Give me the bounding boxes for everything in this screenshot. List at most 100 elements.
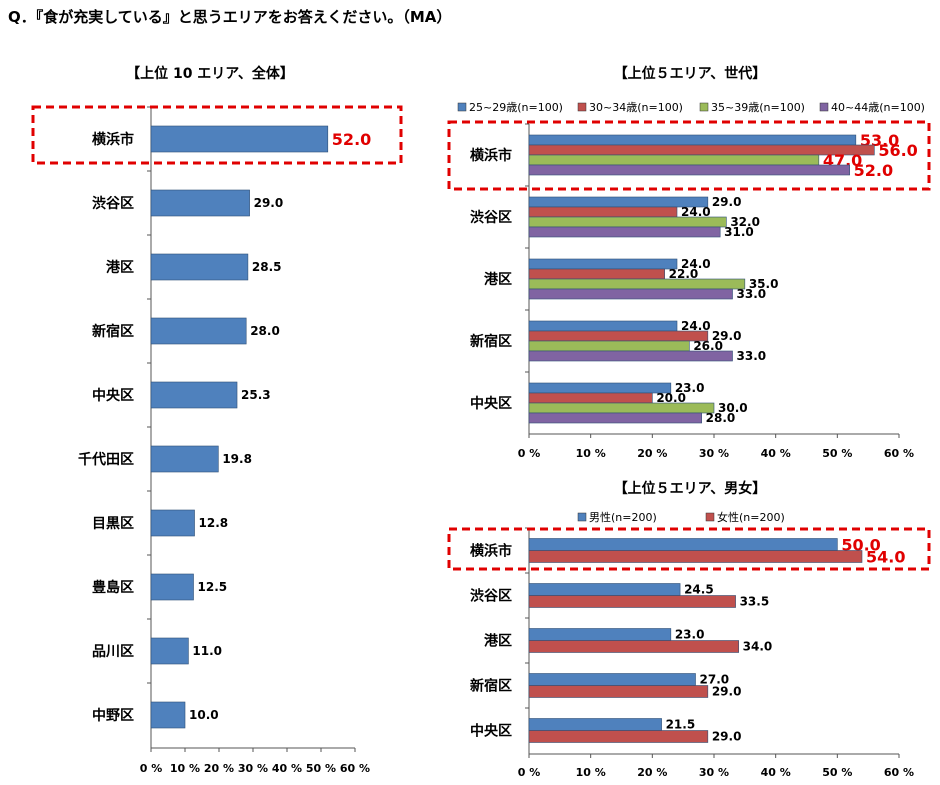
overall-bar-7-0: [150, 573, 194, 601]
by_age-bar-0-2: [528, 154, 820, 166]
by_age-bar-4-2: [528, 402, 715, 414]
by_age-category-label-4: 中央区: [470, 395, 512, 412]
overall-value-label-3-0: 28.0: [250, 324, 280, 338]
by_age-value-label-4-2: 30.0: [718, 401, 748, 415]
overall-value-label-5-0: 19.8: [222, 452, 252, 466]
overall-chart-title: 【上位 10 エリア、全体】: [126, 65, 294, 82]
by_gender-legend-swatch-0: [577, 512, 587, 522]
overall-bar-4-0: [150, 381, 238, 409]
by_gender-category-label-4: 中央区: [470, 723, 512, 740]
by_age-value-label-1-1: 24.0: [681, 205, 711, 219]
overall-bar-9-0: [150, 701, 186, 729]
by_gender-value-label-1-0: 24.5: [684, 583, 714, 597]
by_age-x-tick-label-3: 30 %: [699, 447, 729, 460]
by_gender-chart-title: 【上位５エリア、男女】: [614, 480, 767, 497]
by_gender-x-tick-label-4: 40 %: [761, 766, 791, 779]
by_gender-value-label-1-1: 33.5: [740, 595, 770, 609]
by_age-legend-swatch-2: [699, 102, 709, 112]
by_gender-highlight-box: [447, 527, 931, 571]
by_age-value-label-3-1: 29.0: [712, 329, 742, 343]
overall-x-tick-label-5: 50 %: [306, 762, 336, 775]
by_age-bar-3-0: [528, 320, 678, 332]
by_age-value-label-0-3: 52.0: [854, 161, 893, 180]
by_age-bar-4-0: [528, 382, 672, 394]
overall-category-label-4: 中央区: [92, 387, 134, 404]
by_gender-x-tick-label-6: 60 %: [884, 766, 914, 779]
by_gender-category-label-0: 横浜市: [470, 543, 512, 560]
by_gender-category-label-1: 渋谷区: [470, 588, 512, 605]
by_age-bar-0-0: [528, 134, 857, 146]
by_age-bar-1-2: [528, 216, 727, 228]
by_age-legend-label-3: 40~44歳(n=100): [831, 101, 925, 114]
overall-category-label-6: 目黒区: [92, 516, 134, 532]
by_age-value-label-3-0: 24.0: [681, 319, 711, 333]
by_age-bar-4-1: [528, 392, 653, 404]
by_age-highlight-box: [447, 120, 931, 191]
overall-value-label-1-0: 29.0: [254, 196, 284, 210]
by_age-legend-swatch-1: [577, 102, 587, 112]
by_gender-value-label-4-0: 21.5: [666, 718, 696, 732]
by_gender-bar-2-1: [528, 640, 739, 653]
overall-value-label-8-0: 11.0: [192, 644, 222, 658]
by_gender-value-label-3-0: 27.0: [700, 673, 730, 687]
by_gender-legend-label-1: 女性(n=200): [717, 510, 785, 524]
overall-x-tick-label-2: 20 %: [204, 762, 234, 775]
overall-highlight-box: [31, 105, 403, 165]
by_age-bar-1-3: [528, 226, 721, 238]
overall-x-tick-label-0: 0 %: [140, 762, 163, 775]
by_age-legend-swatch-3: [819, 102, 829, 112]
by_age-value-label-2-2: 35.0: [749, 277, 779, 291]
by_age-category-label-1: 渋谷区: [470, 209, 512, 226]
by_gender-value-label-0-0: 50.0: [841, 536, 880, 555]
by_age-value-label-2-3: 33.0: [737, 287, 767, 301]
overall-bar-8-0: [150, 637, 189, 665]
overall-bar-6-0: [150, 509, 195, 537]
by_age-value-label-1-2: 32.0: [730, 215, 760, 229]
by_age-bar-4-3: [528, 412, 702, 424]
by_gender-value-label-0-1: 54.0: [866, 548, 905, 567]
overall-x-tick-label-4: 40 %: [272, 762, 302, 775]
by_gender-bar-4-0: [528, 718, 662, 731]
by_age-value-label-1-3: 31.0: [724, 225, 754, 239]
overall-category-label-7: 豊島区: [92, 579, 134, 596]
by_age-bar-1-1: [528, 206, 678, 218]
by_age-bar-2-3: [528, 288, 733, 300]
overall-bar-1-0: [150, 189, 250, 217]
overall-value-label-9-0: 10.0: [189, 708, 219, 722]
by_age-value-label-2-0: 24.0: [681, 257, 711, 271]
overall-category-label-0: 横浜市: [92, 131, 134, 148]
by_age-bar-2-1: [528, 268, 665, 280]
by_age-category-label-2: 港区: [484, 271, 512, 288]
by_age-value-label-4-3: 28.0: [706, 411, 736, 425]
by_gender-bar-3-0: [528, 673, 696, 686]
by_age-x-tick-label-4: 40 %: [761, 447, 791, 460]
by_age-chart-title: 【上位５エリア、世代】: [614, 65, 767, 82]
overall-value-label-6-0: 12.8: [199, 516, 229, 530]
by_age-bar-2-2: [528, 278, 746, 290]
by_gender-legend-label-0: 男性(n=200): [589, 510, 657, 524]
by_age-bar-3-1: [528, 330, 709, 342]
by_age-x-tick-label-5: 50 %: [822, 447, 852, 460]
overall-category-label-3: 新宿区: [92, 323, 134, 340]
overall-category-label-5: 千代田区: [78, 451, 134, 468]
by_gender-category-label-2: 港区: [484, 633, 512, 650]
by_age-value-label-3-3: 33.0: [737, 349, 767, 363]
overall-category-label-9: 中野区: [92, 707, 134, 724]
by_age-bar-3-2: [528, 340, 690, 352]
by_gender-bar-1-1: [528, 595, 736, 608]
by_age-legend-swatch-0: [457, 102, 467, 112]
by_age-category-label-0: 横浜市: [470, 147, 512, 164]
by_gender-bar-1-0: [528, 583, 681, 596]
by_age-value-label-0-1: 56.0: [878, 141, 917, 160]
overall-bar-0-0: [150, 125, 329, 153]
question-title: Q．『食が充実している』と思うエリアをお答えください。（MA）: [8, 8, 452, 26]
by_age-value-label-2-1: 22.0: [669, 267, 699, 281]
by_age-legend-label-1: 30~34歳(n=100): [589, 101, 683, 114]
overall-value-label-4-0: 25.3: [241, 388, 271, 402]
overall-category-label-1: 渋谷区: [92, 195, 134, 212]
by_age-value-label-3-2: 26.0: [693, 339, 723, 353]
by_gender-value-label-2-1: 34.0: [743, 640, 773, 654]
by_gender-x-tick-label-0: 0 %: [518, 766, 541, 779]
overall-bar-3-0: [150, 317, 247, 345]
by_gender-value-label-3-1: 29.0: [712, 685, 742, 699]
